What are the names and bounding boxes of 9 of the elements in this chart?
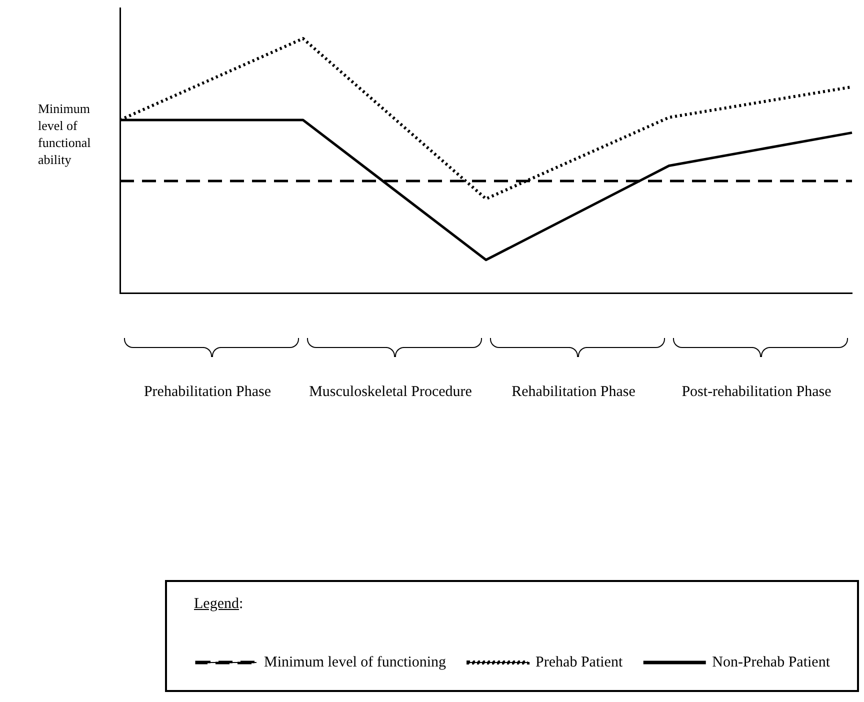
legend-label: Prehab Patient [536, 654, 624, 670]
legend-label: Non-Prehab Patient [712, 654, 831, 670]
text: Musculoskeletal Procedure [308, 383, 473, 402]
legend-label: Minimum level of functioning [264, 654, 447, 670]
text: Rehabilitation Phase [510, 383, 636, 402]
y-axis-title: Minimum level of functional ability [38, 100, 92, 168]
text: Post-rehabilitation Phase [680, 383, 832, 402]
text: Prehabilitation Phase [142, 383, 272, 402]
legend-title: Legend: [194, 596, 244, 613]
